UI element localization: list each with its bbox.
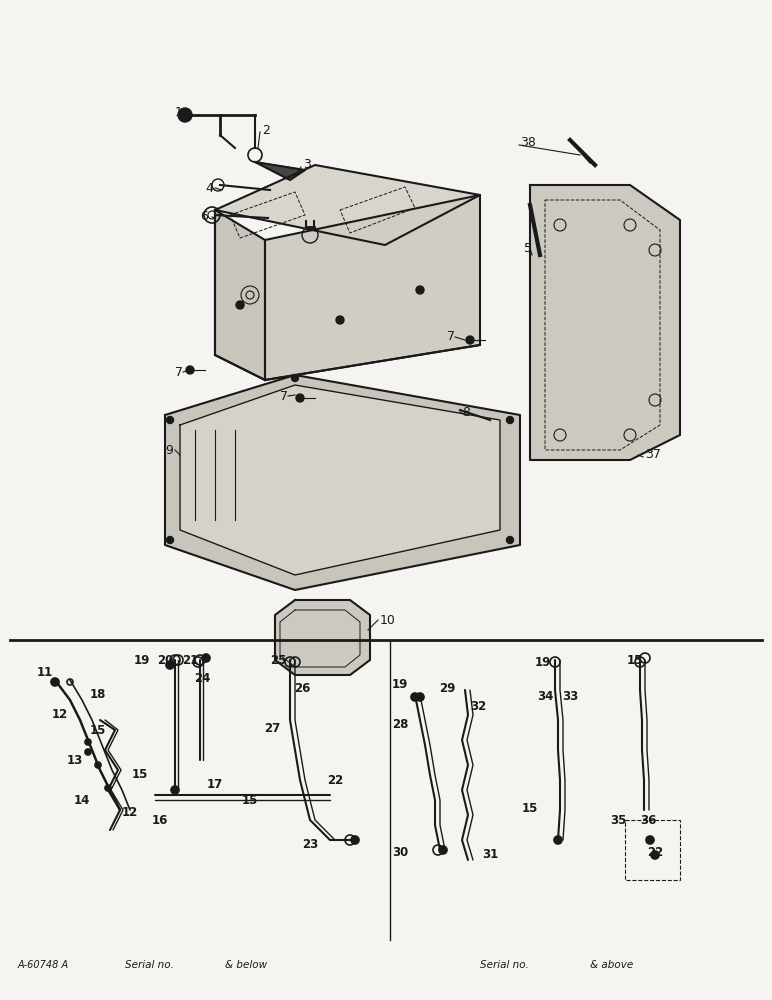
Text: 15: 15 [132,768,148,782]
Circle shape [186,366,194,374]
Circle shape [554,836,562,844]
Text: 32: 32 [470,700,486,712]
Text: 26: 26 [294,682,310,694]
Text: 9: 9 [165,444,173,456]
Circle shape [292,374,299,381]
Circle shape [506,416,513,424]
Text: 11: 11 [37,666,53,680]
Text: 21: 21 [182,654,198,666]
Text: 38: 38 [520,136,536,149]
Circle shape [105,785,111,791]
Polygon shape [180,385,500,575]
Text: 14: 14 [74,794,90,806]
Circle shape [646,836,654,844]
Text: 17: 17 [207,778,223,792]
Text: 20: 20 [157,654,173,666]
Text: 15: 15 [90,724,107,736]
Text: 19: 19 [134,654,151,666]
Text: 25: 25 [269,654,286,666]
Circle shape [95,762,101,768]
Text: 5: 5 [524,241,532,254]
Text: 22: 22 [647,846,663,858]
Text: 27: 27 [264,722,280,734]
Polygon shape [215,165,480,245]
Polygon shape [275,600,370,675]
Text: 8: 8 [462,406,470,418]
Text: 15: 15 [522,802,538,814]
Polygon shape [530,185,680,460]
Circle shape [85,739,91,745]
Circle shape [466,336,474,344]
Circle shape [416,286,424,294]
Text: 1: 1 [175,105,183,118]
Circle shape [336,316,344,324]
Circle shape [296,394,304,402]
Circle shape [51,678,59,686]
Text: 4: 4 [205,182,213,194]
Text: 28: 28 [392,718,408,730]
Text: 36: 36 [640,814,656,826]
Circle shape [416,693,424,701]
Circle shape [166,661,174,669]
Circle shape [202,654,210,662]
Circle shape [439,846,447,854]
Text: 2: 2 [262,123,270,136]
Text: & above: & above [590,960,633,970]
Circle shape [85,749,91,755]
Text: 34: 34 [537,690,554,702]
Text: 15: 15 [627,654,643,666]
Text: 23: 23 [302,838,318,852]
Text: 33: 33 [562,690,578,702]
Circle shape [178,108,192,122]
Circle shape [411,693,419,701]
Text: & below: & below [225,960,267,970]
Circle shape [171,786,179,794]
Text: 7: 7 [280,389,288,402]
Text: 24: 24 [194,672,210,684]
Circle shape [167,416,174,424]
Text: A-60748 A: A-60748 A [18,960,69,970]
Polygon shape [165,375,520,590]
Circle shape [351,836,359,844]
Text: 12: 12 [52,708,68,722]
Text: 37: 37 [645,448,661,462]
Text: 13: 13 [67,754,83,766]
Text: 3: 3 [303,158,311,172]
Text: 19: 19 [392,678,408,692]
Polygon shape [255,162,305,180]
Circle shape [167,536,174,544]
Text: 18: 18 [90,688,107,702]
Text: 22: 22 [327,774,343,786]
Text: 31: 31 [482,848,498,861]
Text: Serial no.: Serial no. [125,960,174,970]
Text: 16: 16 [152,814,168,826]
Text: 7: 7 [175,365,183,378]
Text: 19: 19 [535,656,551,668]
Text: 12: 12 [122,806,138,818]
Text: 15: 15 [242,794,258,806]
Polygon shape [215,210,265,380]
Text: 29: 29 [438,682,455,694]
Circle shape [236,301,244,309]
Circle shape [651,851,659,859]
Text: Serial no.: Serial no. [480,960,529,970]
Polygon shape [265,195,480,380]
Text: 35: 35 [610,814,626,826]
Text: 30: 30 [392,846,408,858]
Text: 10: 10 [380,613,396,626]
Circle shape [506,536,513,544]
Text: 7: 7 [447,330,455,344]
Text: 6: 6 [200,211,208,224]
